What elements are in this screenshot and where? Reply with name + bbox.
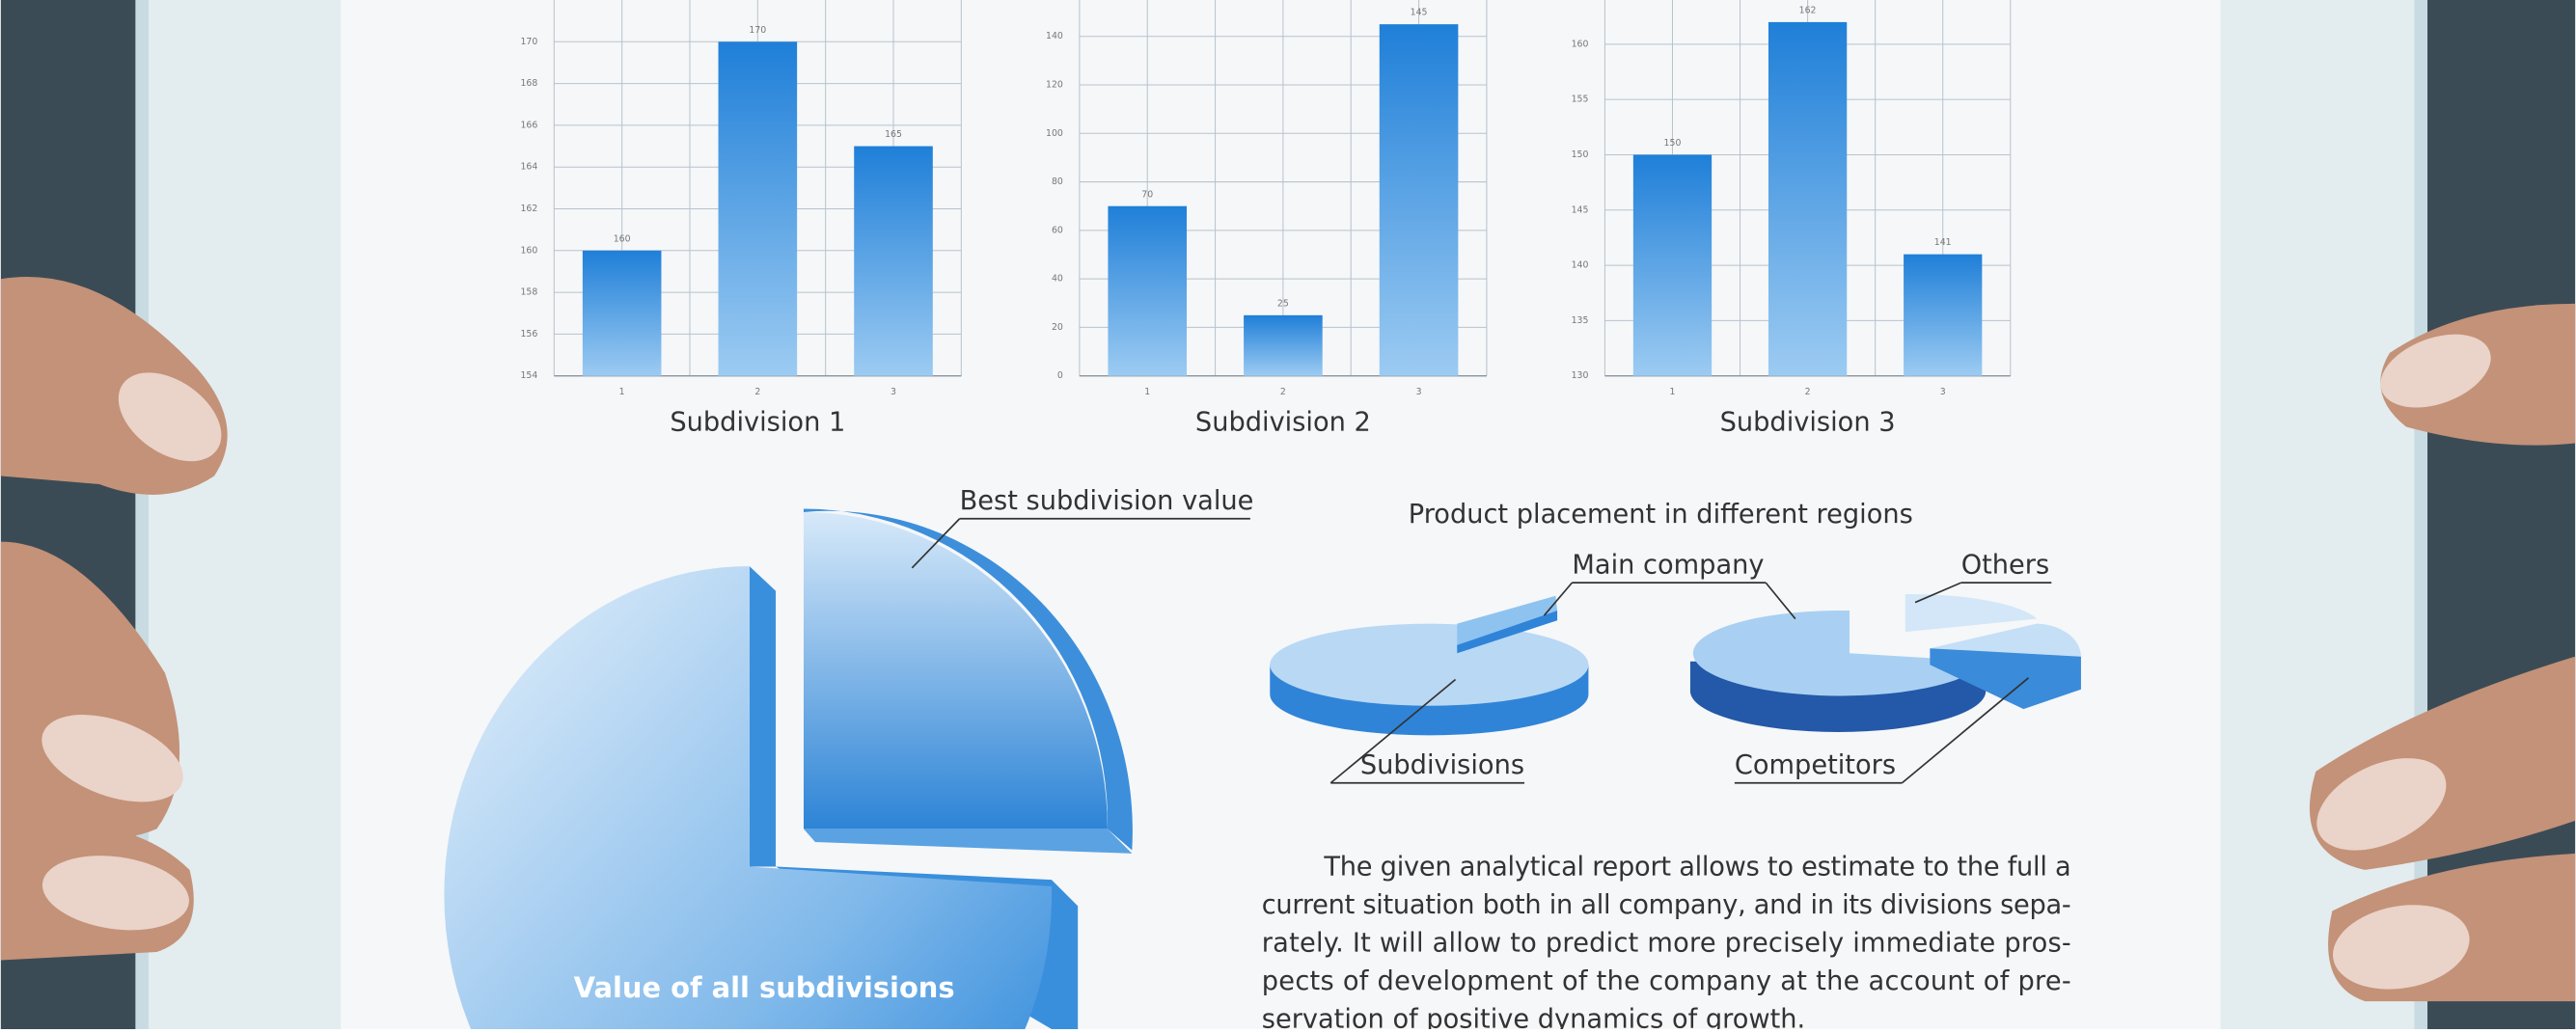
leader-lines <box>1329 582 2052 784</box>
big-pie: Best subdivision value Value of all subd… <box>444 486 1254 1033</box>
y-tick-label: 155 <box>1572 95 1589 105</box>
y-tick-label: 100 <box>1046 128 1063 139</box>
y-tick-label: 120 <box>1046 79 1063 90</box>
y-tick-label: 0 <box>1057 370 1063 381</box>
y-tick-label: 154 <box>520 370 537 381</box>
bar <box>854 146 933 376</box>
y-tick-label: 80 <box>1052 177 1063 187</box>
bar <box>718 41 798 376</box>
bar <box>1379 24 1459 376</box>
y-tick-label: 158 <box>520 287 537 298</box>
y-tick-label: 160 <box>1572 39 1589 49</box>
bar <box>1768 21 1848 376</box>
y-tick-label: 164 <box>520 162 537 173</box>
pie-main <box>444 566 1052 1033</box>
pie-slice <box>803 511 1108 829</box>
y-tick-label: 145 <box>1572 204 1589 215</box>
bar-charts: 154156158160162164166168170160117021653S… <box>520 0 2012 438</box>
small-pies: Product placement in different regions M… <box>1270 500 2081 784</box>
chart-subtitle: Subdivision 3 <box>1720 408 1896 438</box>
bar <box>1244 314 1323 376</box>
x-tick-label: 3 <box>891 387 896 397</box>
paragraph-line: pects of development of the company at t… <box>1262 966 2071 996</box>
y-tick-label: 40 <box>1052 274 1063 285</box>
pie-top <box>1270 623 1589 706</box>
x-tick-label: 2 <box>1280 387 1286 397</box>
section-title: Product placement in different regions <box>1409 500 1913 530</box>
value-label: 160 <box>614 233 631 244</box>
x-tick-label: 3 <box>1416 387 1422 397</box>
paragraph-line: rately. It will allow to predict more pr… <box>1262 929 2071 959</box>
slice-side <box>803 829 1133 854</box>
bar <box>1108 205 1188 376</box>
y-tick-label: 130 <box>1572 370 1589 381</box>
chart-subtitle: Subdivision 1 <box>670 408 845 438</box>
y-tick-label: 160 <box>520 245 537 256</box>
x-tick-label: 3 <box>1940 387 1946 397</box>
value-label: 70 <box>1141 189 1153 200</box>
y-tick-label: 150 <box>1572 150 1589 160</box>
x-tick-label: 1 <box>619 387 625 397</box>
value-label: 145 <box>1411 8 1428 18</box>
pie-slice <box>1457 611 1558 654</box>
value-label: 162 <box>1799 6 1817 16</box>
value-label: 165 <box>885 129 902 140</box>
value-label: 141 <box>1934 237 1952 248</box>
report-paragraph: The given analytical report allows to es… <box>1262 853 2071 1033</box>
x-tick-label: 1 <box>1670 387 1676 397</box>
y-tick-label: 140 <box>1046 31 1063 41</box>
y-tick-label: 135 <box>1572 315 1589 326</box>
x-tick-label: 2 <box>1805 387 1811 397</box>
leader-line <box>911 518 961 569</box>
y-tick-label: 162 <box>520 204 537 214</box>
y-tick-label: 156 <box>520 329 537 340</box>
bar <box>1632 154 1713 376</box>
x-tick-label: 1 <box>1144 387 1150 397</box>
pie-label: Value of all subdivisions <box>574 971 955 1004</box>
pie-label: Others <box>1961 551 2049 581</box>
right-nails <box>2316 334 2491 990</box>
pie-side <box>749 566 777 867</box>
bar <box>1904 254 1983 376</box>
pie-slice <box>1930 623 2081 657</box>
y-tick-label: 60 <box>1052 225 1063 235</box>
y-tick-label: 168 <box>520 78 537 89</box>
left-nails <box>41 372 222 931</box>
paragraph-line: The given analytical report allows to es… <box>1323 853 2070 883</box>
pie-label: Best subdivision value <box>960 486 1254 516</box>
value-label: 25 <box>1277 298 1289 309</box>
pie-label: Main company <box>1572 551 1764 581</box>
y-tick-label: 166 <box>520 120 537 130</box>
chart-subtitle: Subdivision 2 <box>1195 408 1371 438</box>
y-tick-label: 140 <box>1572 260 1589 271</box>
bar <box>582 250 662 376</box>
pie-slice <box>1457 595 1558 645</box>
x-tick-label: 2 <box>754 387 760 397</box>
value-label: 170 <box>749 25 766 36</box>
pie-top <box>1692 610 1987 696</box>
paragraph-line: current situation both in all company, a… <box>1262 890 2071 920</box>
y-tick-label: 170 <box>520 37 537 47</box>
y-tick-label: 20 <box>1052 322 1063 333</box>
value-label: 150 <box>1664 138 1682 149</box>
pie-label: Competitors <box>1735 750 1896 780</box>
pie-label: Subdivisions <box>1360 750 1524 780</box>
pie-side <box>1930 648 2081 710</box>
paragraph-line: servation of positive dynamics of growth… <box>1262 1005 1805 1029</box>
pie-slice <box>1905 594 2037 633</box>
